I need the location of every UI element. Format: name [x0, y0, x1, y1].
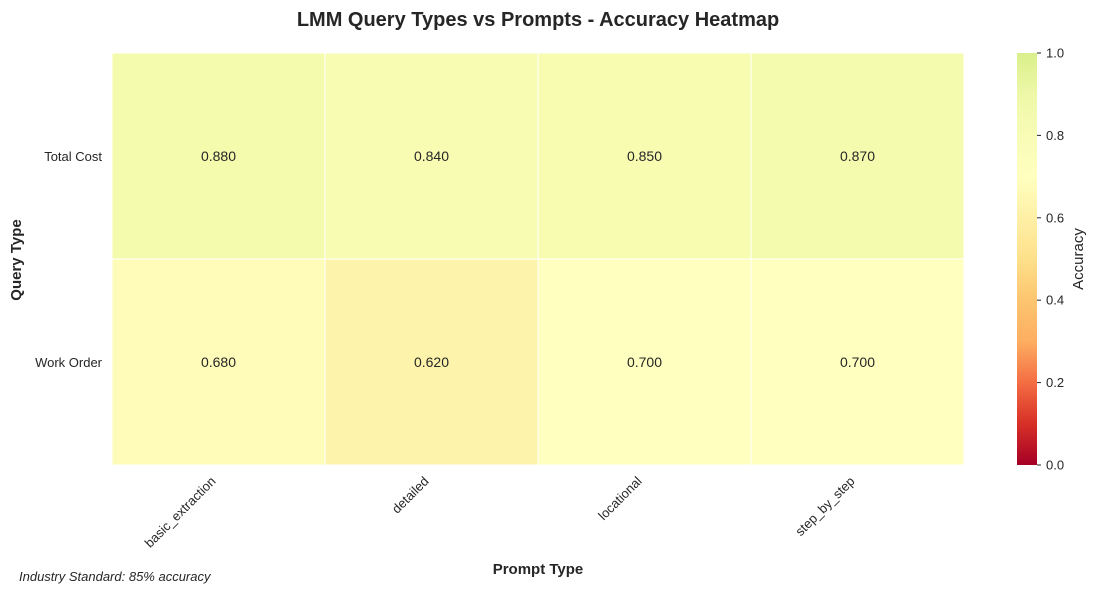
heatmap-cell — [537, 52, 752, 260]
colorbar-tick-label: 0.0 — [1046, 458, 1064, 473]
y-tick-labels: Total Cost Work Order — [35, 149, 103, 370]
y-axis-title: Query Type — [8, 219, 25, 300]
heatmap-cell-label: 0.840 — [414, 148, 449, 164]
colorbar-tick-label: 0.4 — [1046, 293, 1064, 308]
heatmap-cell-label: 0.880 — [201, 148, 236, 164]
colorbar-tick-label: 1.0 — [1046, 46, 1064, 61]
heatmap-cell-label: 0.680 — [201, 354, 236, 370]
heatmap-cell-labels: 0.880 0.840 0.850 0.870 0.680 0.620 0.700 0.700 — [201, 148, 875, 370]
x-tick-label: step_by_step — [792, 474, 857, 539]
heatmap-cell — [537, 258, 752, 466]
heatmap-cell — [324, 52, 539, 260]
x-tick-label: basic_extraction — [142, 474, 219, 551]
industry-standard-note: Industry Standard: 85% accuracy — [19, 569, 212, 584]
heatmap-cell-label: 0.620 — [414, 354, 449, 370]
colorbar-tick-label: 0.8 — [1046, 128, 1064, 143]
chart-title: LMM Query Types vs Prompts - Accuracy He… — [297, 9, 779, 31]
heatmap-cell — [750, 258, 965, 466]
heatmap-cell — [111, 52, 326, 260]
heatmap-cell-label: 0.850 — [627, 148, 662, 164]
heatmap-cell-label: 0.700 — [840, 354, 875, 370]
heatmap-cell-label: 0.870 — [840, 148, 875, 164]
x-tick-label: detailed — [389, 474, 432, 517]
heatmap-cell-label: 0.700 — [627, 354, 662, 370]
x-tick-labels: basic_extraction detailed locational step_b… — [142, 473, 858, 550]
colorbar — [1017, 53, 1037, 465]
colorbar-tick-label: 0.2 — [1046, 375, 1064, 390]
colorbar-label: Accuracy — [1070, 228, 1087, 290]
heatmap-cell — [111, 258, 326, 466]
y-tick-label: Total Cost — [44, 149, 102, 164]
heatmap-cell — [324, 258, 539, 466]
heatmap-cells — [111, 52, 965, 466]
heatmap-cell — [750, 52, 965, 260]
colorbar-tick-label: 0.6 — [1046, 210, 1064, 225]
y-tick-label: Work Order — [35, 355, 103, 370]
colorbar-ticks: 0.0 0.2 0.4 0.6 0.8 1.0 — [1037, 46, 1064, 473]
x-tick-label: locational — [595, 473, 645, 523]
x-axis-title: Prompt Type — [493, 561, 584, 578]
